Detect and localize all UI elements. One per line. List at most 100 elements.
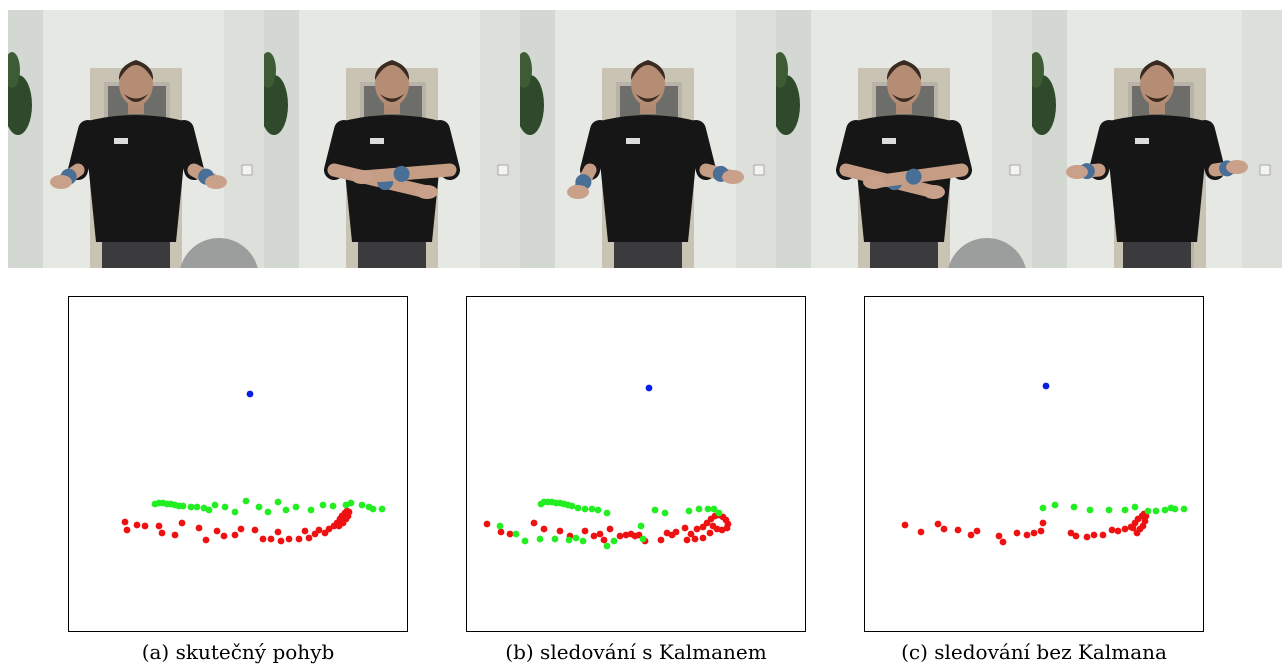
- red-point: [530, 519, 538, 527]
- green-point: [329, 502, 337, 510]
- green-point: [715, 509, 723, 517]
- red-point: [681, 524, 689, 532]
- red-point: [940, 525, 948, 533]
- red-point: [267, 535, 275, 543]
- green-point: [603, 509, 611, 517]
- red-point: [220, 532, 228, 540]
- red-point: [295, 535, 303, 543]
- red-point: [556, 527, 564, 535]
- green-point: [565, 536, 573, 544]
- red-point: [213, 527, 221, 535]
- green-point: [588, 505, 596, 513]
- red-point: [259, 535, 267, 543]
- person-frame-photo: [776, 10, 1032, 268]
- red-point: [693, 525, 701, 533]
- blue-point: [246, 390, 254, 398]
- red-point: [540, 525, 548, 533]
- red-point: [683, 536, 691, 544]
- green-point: [205, 506, 213, 514]
- red-point: [141, 522, 149, 530]
- red-point: [277, 537, 285, 545]
- green-point: [1152, 507, 1160, 515]
- red-point: [1030, 529, 1038, 537]
- green-point: [704, 505, 712, 513]
- green-point: [187, 503, 195, 511]
- red-point: [1067, 529, 1075, 537]
- red-point: [999, 538, 1007, 546]
- photo-frame-1: [8, 10, 264, 268]
- green-point: [695, 505, 703, 513]
- red-point: [1072, 532, 1080, 540]
- red-point: [121, 518, 129, 526]
- green-point: [1161, 506, 1169, 514]
- red-point: [1114, 527, 1122, 535]
- red-point: [606, 525, 614, 533]
- red-point: [315, 526, 323, 534]
- green-point: [574, 504, 582, 512]
- red-point: [1099, 531, 1107, 539]
- red-point: [274, 528, 282, 536]
- green-point: [274, 498, 282, 506]
- red-point: [1083, 533, 1091, 541]
- green-point: [221, 503, 229, 511]
- green-point: [347, 499, 355, 507]
- green-point: [307, 506, 315, 514]
- red-point: [155, 522, 163, 530]
- green-point: [1180, 505, 1188, 513]
- green-point: [358, 501, 366, 509]
- green-point: [1171, 505, 1179, 513]
- person-frame-photo: [8, 10, 264, 268]
- red-point: [133, 521, 141, 529]
- green-point: [1131, 503, 1139, 511]
- red-point: [600, 536, 608, 544]
- green-point: [369, 505, 377, 513]
- red-point: [506, 530, 514, 538]
- red-point: [171, 531, 179, 539]
- green-point: [594, 506, 602, 514]
- photo-frame-4: [776, 10, 1032, 268]
- red-point: [325, 525, 333, 533]
- red-point: [973, 527, 981, 535]
- green-point: [292, 503, 300, 511]
- photo-frame-5: [1032, 10, 1282, 268]
- red-point: [1013, 529, 1021, 537]
- red-point: [709, 522, 717, 530]
- green-point: [610, 537, 618, 545]
- green-point: [512, 530, 520, 538]
- red-point: [917, 528, 925, 536]
- red-point: [483, 520, 491, 528]
- red-point: [497, 528, 505, 536]
- green-point: [551, 535, 559, 543]
- green-point: [639, 535, 647, 543]
- plot-panel-b: [466, 296, 806, 632]
- green-point: [536, 535, 544, 543]
- photo-frame-2: [264, 10, 520, 268]
- green-point: [255, 503, 263, 511]
- blue-point: [645, 384, 653, 392]
- red-point: [706, 529, 714, 537]
- photo-frame-3: [520, 10, 776, 268]
- red-point: [335, 522, 343, 530]
- red-point: [657, 536, 665, 544]
- green-point: [1144, 507, 1152, 515]
- person-frame-photo: [264, 10, 520, 268]
- red-point: [1121, 525, 1129, 533]
- red-point: [1023, 531, 1031, 539]
- green-point: [1121, 506, 1129, 514]
- red-point: [202, 536, 210, 544]
- green-point: [603, 542, 611, 550]
- person-frame-photo: [520, 10, 776, 268]
- red-point: [301, 527, 309, 535]
- green-point: [572, 534, 580, 542]
- red-point: [178, 519, 186, 527]
- red-point: [616, 532, 624, 540]
- red-point: [691, 535, 699, 543]
- green-point: [568, 502, 576, 510]
- green-point: [1051, 501, 1059, 509]
- green-point: [1070, 503, 1078, 511]
- green-point: [193, 503, 201, 511]
- red-point: [123, 526, 131, 534]
- green-point: [319, 501, 327, 509]
- green-point: [231, 508, 239, 516]
- green-point: [579, 537, 587, 545]
